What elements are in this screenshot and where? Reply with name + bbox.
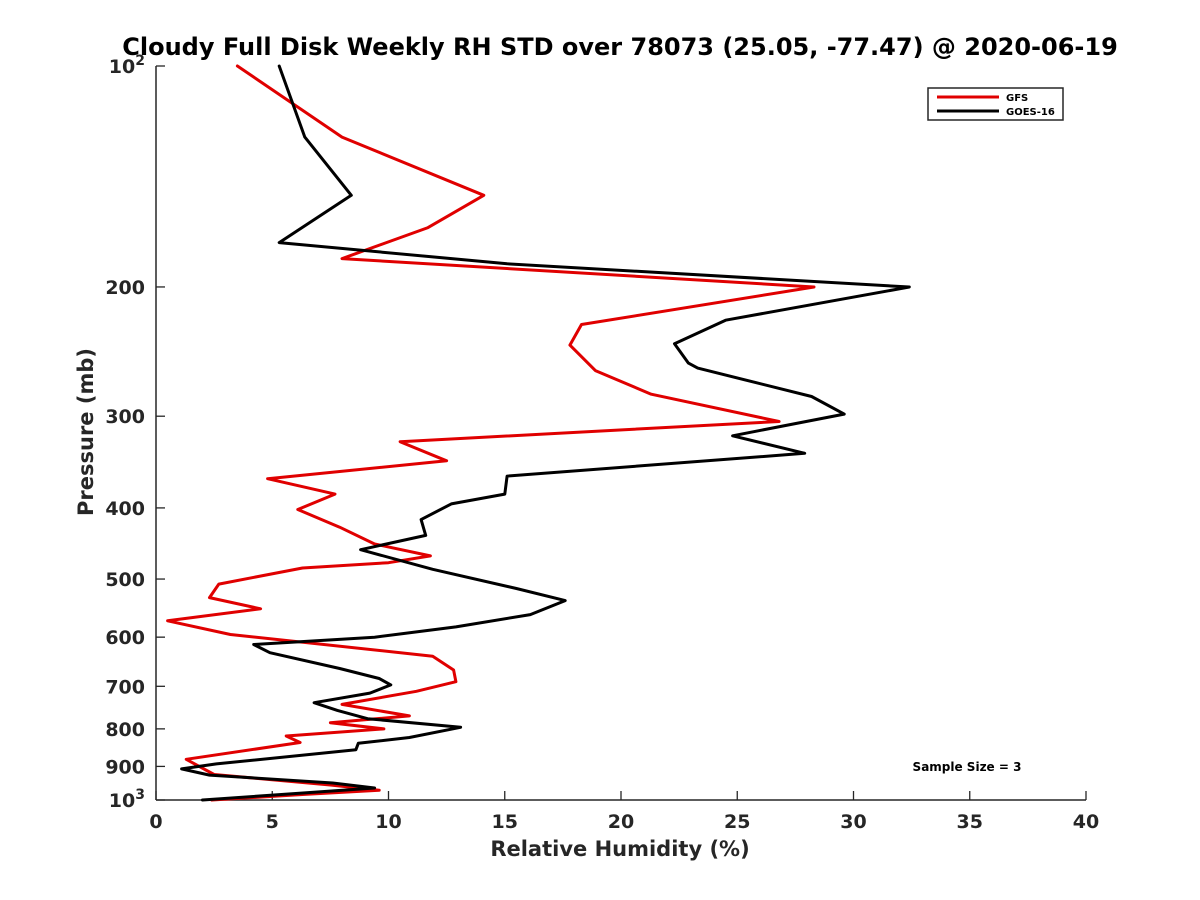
- legend-label-gfs: GFS: [1006, 93, 1028, 104]
- legend: GFS GOES-16: [927, 87, 1064, 121]
- y-tick-label-bottom: 103: [109, 787, 145, 812]
- series-line-gfs: [166, 64, 816, 802]
- x-tick-label-40: 40: [1073, 811, 1099, 833]
- sample-size-annotation: Sample Size = 3: [913, 760, 1022, 774]
- legend-box: [927, 87, 1064, 121]
- y-tick-label-700: 700: [105, 676, 145, 698]
- x-tick-label-25: 25: [724, 811, 750, 833]
- x-tick-label-15: 15: [492, 811, 518, 833]
- legend-label-goes-16: GOES-16: [1006, 107, 1055, 118]
- y-tick-label-800: 800: [105, 719, 145, 741]
- y-axis-label: Pressure (mb): [74, 348, 98, 516]
- x-tick-label-20: 20: [608, 811, 634, 833]
- y-tick-label-500: 500: [105, 569, 145, 591]
- series-lines: [166, 64, 911, 802]
- x-tick-label-10: 10: [375, 811, 401, 833]
- x-axis-label: Relative Humidity (%): [490, 837, 749, 861]
- x-tick-label-30: 30: [840, 811, 866, 833]
- series-line-goes-16: [180, 64, 911, 802]
- y-tick-label-600: 600: [105, 627, 145, 649]
- y-tick-label-200: 200: [105, 277, 145, 299]
- x-tick-label-5: 5: [266, 811, 279, 833]
- x-tick-label-35: 35: [957, 811, 983, 833]
- y-tick-label-300: 300: [105, 406, 145, 428]
- x-tick-label-0: 0: [149, 811, 162, 833]
- chart-title: Cloudy Full Disk Weekly RH STD over 7807…: [122, 33, 1118, 61]
- axes: 0 5 10 15 20 25 30 35 40 200 300 400 500 600 700 800 900…: [105, 53, 1099, 833]
- y-tick-label-400: 400: [105, 498, 145, 520]
- y-tick-label-900: 900: [105, 756, 145, 778]
- y-tick-label-top: 102: [109, 53, 145, 78]
